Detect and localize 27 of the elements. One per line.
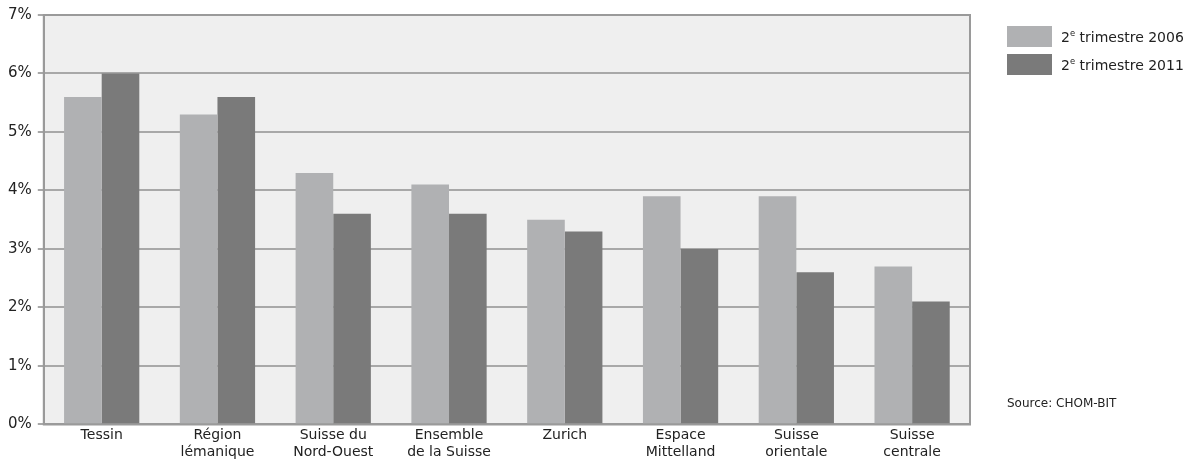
- y-tick-label: 2%: [8, 297, 32, 316]
- y-tick-label: 5%: [8, 121, 32, 140]
- bar: [333, 213, 371, 424]
- bar: [564, 231, 603, 424]
- y-tick-label: 6%: [8, 63, 32, 82]
- bar: [449, 213, 487, 424]
- x-tick-label: Suisse orientale: [765, 426, 828, 460]
- bar: [912, 301, 950, 424]
- x-tick-label: Espace Mittelland: [645, 426, 716, 460]
- x-tick-label: Région lémanique: [180, 426, 255, 460]
- y-tick-label: 7%: [8, 4, 32, 23]
- legend-label: 2$^{e}$ trimestre 2006: [1061, 27, 1184, 45]
- source-note: Source: CHOM-BIT: [1007, 396, 1117, 410]
- x-tick-label: Tessin: [79, 426, 123, 443]
- x-tick-label: Zurich: [542, 426, 588, 443]
- y-tick-label: 3%: [8, 238, 32, 257]
- y-tick-label: 4%: [8, 180, 32, 199]
- bar: [217, 96, 256, 424]
- bar: [680, 248, 719, 424]
- legend-label: 2$^{e}$ trimestre 2011: [1061, 55, 1184, 73]
- y-tick-label: 1%: [8, 355, 32, 374]
- x-tick-label: Suisse centrale: [883, 426, 941, 460]
- x-tick-label: Suisse du Nord-Ouest: [293, 426, 374, 460]
- y-tick-label: 0%: [8, 414, 32, 433]
- x-tick-label: Ensemble de la Suisse: [407, 426, 491, 460]
- bar: [101, 73, 140, 424]
- bar: [796, 272, 834, 424]
